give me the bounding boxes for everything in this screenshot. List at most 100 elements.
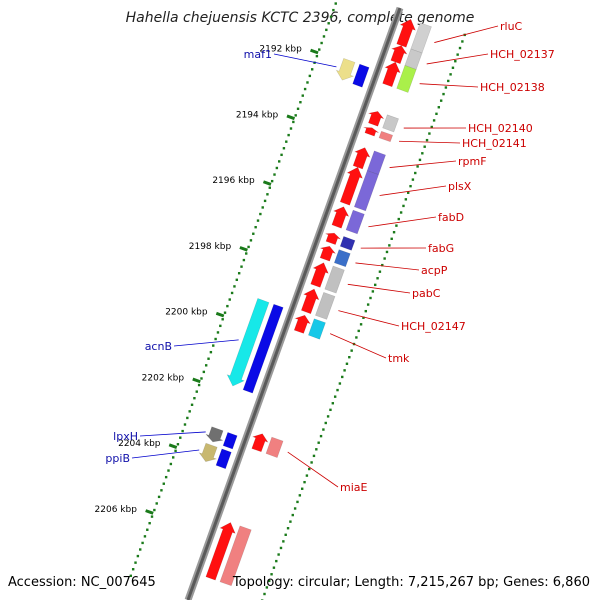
track-dot <box>308 467 311 471</box>
track-dot <box>300 487 304 490</box>
track-dot <box>435 112 438 116</box>
reverse-gene-block <box>308 318 326 340</box>
track-dot <box>188 410 191 413</box>
forward-leader-line <box>139 431 206 437</box>
track-dot <box>146 528 149 531</box>
track-dot <box>209 350 213 354</box>
track-dot <box>331 402 335 405</box>
track-dot <box>280 153 283 157</box>
track-dot <box>272 566 276 569</box>
track-dot <box>183 423 187 426</box>
forward-gene-label: ppiB <box>105 452 130 465</box>
track-dot <box>247 245 250 249</box>
reverse-gene-block <box>378 130 394 143</box>
track-dot <box>143 535 147 538</box>
track-dot <box>406 191 410 194</box>
track-dot <box>214 337 217 341</box>
reverse-gene-block <box>205 522 236 581</box>
track-dot <box>160 489 163 492</box>
track-dot <box>228 298 231 301</box>
reverse-gene-block <box>325 232 341 245</box>
track-dot <box>315 54 319 58</box>
track-dot <box>179 436 182 439</box>
track-dot <box>322 35 326 38</box>
reverse-leader-line <box>338 310 400 327</box>
kbp-tick-label: 2196 kbp <box>212 176 255 186</box>
track-dot <box>404 198 408 201</box>
track-dot <box>343 369 346 372</box>
reverse-gene-label: HCH_02138 <box>480 81 545 94</box>
forward-gene-block <box>205 426 224 443</box>
track-dot <box>383 257 386 260</box>
track-dot <box>226 304 229 308</box>
reverse-gene-block <box>339 166 363 206</box>
backbone-core <box>186 7 402 600</box>
reverse-gene-block <box>366 150 386 176</box>
reverse-leader-line <box>389 160 457 168</box>
reverse-gene-block <box>331 206 350 229</box>
reverse-gene-block <box>265 436 284 458</box>
track-dot <box>308 74 312 78</box>
reverse-leader-line <box>426 53 489 65</box>
track-dot <box>395 224 398 227</box>
reverse-gene-block <box>396 18 416 48</box>
track-dot <box>425 138 429 142</box>
track-dot <box>279 546 283 550</box>
track-dot <box>318 48 321 51</box>
kbp-tick <box>310 48 319 55</box>
reverse-gene-block <box>219 525 252 587</box>
track-dot <box>190 403 194 406</box>
track-dot <box>439 99 443 102</box>
track-dot <box>294 114 297 117</box>
track-dot <box>193 397 196 400</box>
track-dot <box>157 495 161 499</box>
reverse-leader-line <box>419 83 479 88</box>
reverse-gene-block <box>319 245 337 262</box>
kbp-tick-label: 2204 kbp <box>118 439 161 449</box>
track-dot <box>310 68 314 71</box>
track-dot <box>338 382 342 385</box>
kbp-tick <box>192 377 201 384</box>
track-dot <box>348 355 351 359</box>
reverse-leader-line <box>434 25 499 43</box>
reverse-gene-label: rpmF <box>458 155 487 168</box>
track-dot <box>266 193 269 196</box>
track-dot <box>399 211 403 214</box>
track-dot <box>167 469 170 472</box>
track-dot <box>254 225 257 229</box>
reverse-gene-block <box>324 265 345 294</box>
track-dot <box>285 140 288 143</box>
track-dot <box>366 303 370 306</box>
kbp-tick-label: 2194 kbp <box>236 110 279 120</box>
reverse-gene-label: fabG <box>428 242 454 255</box>
reverse-leader-line <box>399 140 461 144</box>
track-dot <box>416 165 419 168</box>
topology-text: Topology: circular; Length: 7,215,267 bp… <box>232 575 590 590</box>
track-dot <box>315 448 318 451</box>
track-dot <box>153 508 156 512</box>
forward-gene-label: lpxH <box>113 430 138 443</box>
track-dot <box>397 217 400 221</box>
track-dot <box>172 456 175 459</box>
track-dot <box>345 362 349 365</box>
track-dot <box>237 272 241 275</box>
track-dot <box>200 377 203 380</box>
track-dot <box>341 375 344 379</box>
track-dot <box>259 212 262 216</box>
reverse-gene-label: miaE <box>340 481 368 494</box>
track-dot <box>332 8 335 12</box>
reverse-gene-block <box>352 147 371 170</box>
track-dot <box>240 265 243 268</box>
track-dot <box>320 41 323 45</box>
track-dot <box>263 592 266 596</box>
track-dot <box>155 502 158 505</box>
track-dot <box>411 178 415 181</box>
track-dot <box>202 370 206 374</box>
track-dot <box>134 561 137 564</box>
reverse-gene-block <box>353 170 379 212</box>
track-dot <box>242 258 246 262</box>
track-dot <box>449 73 452 76</box>
track-dot <box>303 480 306 484</box>
kbp-tick <box>239 246 248 252</box>
track-dot <box>334 2 337 5</box>
